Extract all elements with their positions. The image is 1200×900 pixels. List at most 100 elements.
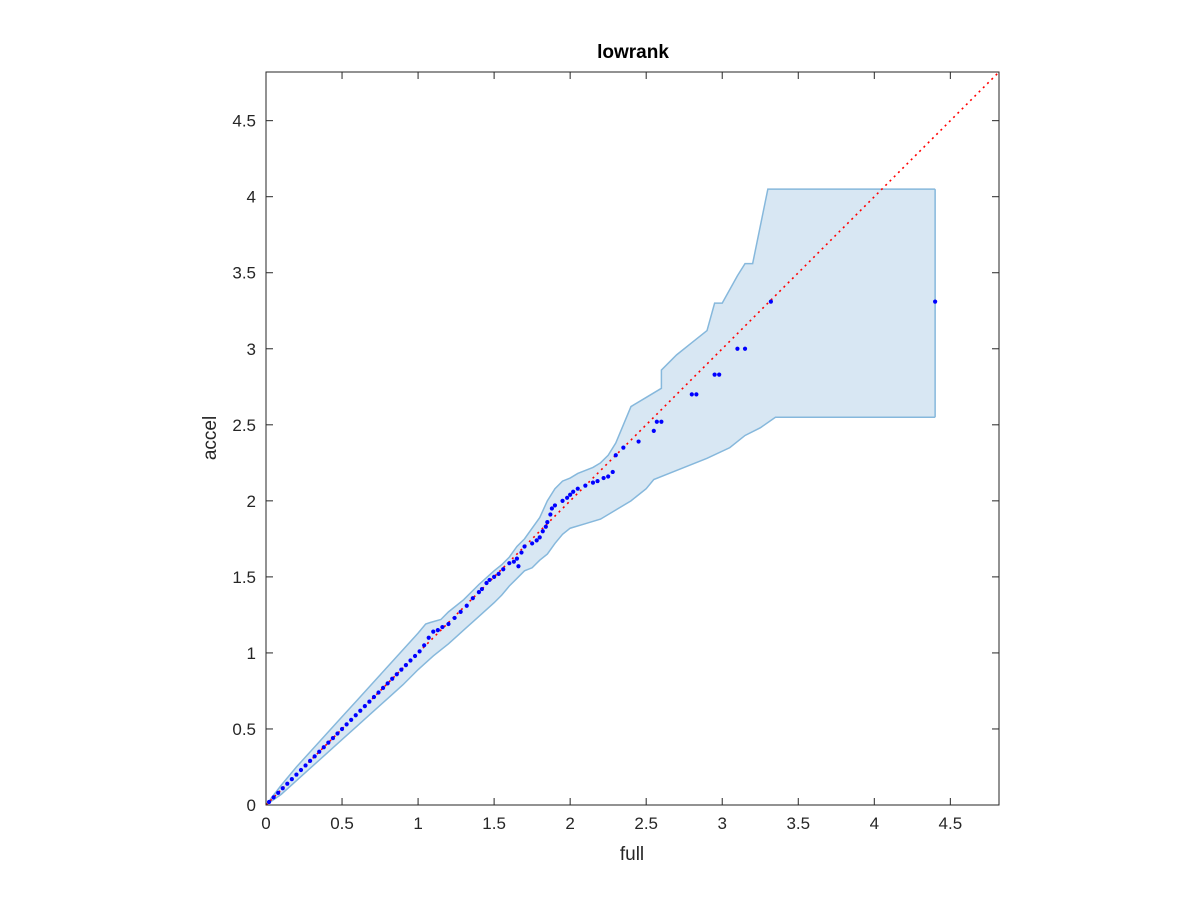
data-point [285,781,290,786]
x-axis-label: full [620,844,644,865]
data-point [312,754,317,759]
data-point [458,609,463,614]
data-point [464,603,469,608]
data-point [565,495,570,500]
data-point [476,589,482,595]
chart-title: lowrank [597,42,669,63]
y-tick-label: 1.5 [232,568,256,587]
data-point [568,492,573,497]
data-point [339,726,345,732]
y-tick-label: 3.5 [232,264,256,283]
data-point [376,690,381,695]
data-point [408,658,413,663]
data-point [484,580,489,586]
data-point [530,541,535,546]
data-point [496,571,501,576]
x-tick-label: 2 [565,814,574,833]
data-point [548,512,553,517]
data-point [303,763,308,768]
data-point [440,624,445,630]
data-point [330,735,336,741]
data-point [446,621,451,627]
data-point [422,643,427,648]
x-tick-label: 1.5 [482,814,506,833]
data-point [571,489,576,494]
data-point [308,758,313,763]
data-point [452,615,457,621]
data-point [271,795,276,800]
band-upper-edge [265,188,936,806]
data-point [431,629,436,634]
data-point [575,486,580,491]
data-point [590,480,596,485]
data-point [712,372,717,377]
y-tick-label: 0.5 [232,720,256,739]
data-point [522,544,527,549]
data-point [516,564,521,569]
x-tick-label: 0 [261,814,270,833]
x-tick-label: 1 [413,814,422,833]
data-point [543,524,548,529]
data-point [298,767,304,773]
data-point [399,667,404,672]
y-tick-label: 0 [247,796,256,815]
data-point [549,506,555,511]
data-point [659,419,664,424]
data-point [412,653,418,659]
confidence-band [265,188,936,806]
data-point [501,567,506,572]
data-point [651,428,656,433]
data-point [294,772,299,777]
x-axis-ticks: 0 0.5 1 1.5 2 2.5 3 3.5 4 4.5 [261,72,962,833]
data-point [362,704,367,709]
band-lower-edge [265,416,936,806]
data-point [394,672,399,677]
data-point [371,694,377,700]
data-point [537,535,542,540]
data-point [435,628,440,633]
data-point [621,445,626,450]
data-point [595,478,600,484]
data-point [317,749,322,754]
x-tick-label: 2.5 [634,814,658,833]
y-axis-ticks: 0 0.5 1 1.5 2 2.5 3 3.5 4 4.5 [232,112,999,815]
data-point [358,708,363,713]
data-point [583,483,588,488]
data-point [335,731,340,736]
data-point [492,574,497,579]
data-point [426,635,431,640]
data-point [367,699,372,704]
y-tick-label: 4.5 [232,112,256,131]
y-tick-label: 2 [247,492,256,511]
data-point [689,392,694,397]
data-point [289,777,294,782]
data-point [636,439,641,444]
data-point [349,717,354,722]
data-point [735,346,740,351]
y-axis-label: accel [200,416,221,460]
x-tick-label: 0.5 [330,814,354,833]
data-point [768,299,773,304]
data-point [280,786,285,791]
data-point [276,790,281,795]
data-point [321,745,326,750]
data-point [694,392,699,397]
x-tick-label: 3 [717,814,726,833]
data-point [470,596,475,601]
band-fill [266,189,936,805]
data-point [519,550,524,555]
x-tick-label: 4.5 [939,814,963,833]
data-point [507,561,512,566]
data-point [380,685,386,691]
data-point [511,559,516,564]
y-tick-label: 4 [247,188,256,207]
data-point [560,498,565,503]
data-point [514,556,520,561]
data-point [390,676,395,681]
plot-frame [265,71,1000,806]
data-point [417,649,422,654]
data-point [344,722,349,727]
data-point [534,538,539,543]
data-point [654,419,659,424]
